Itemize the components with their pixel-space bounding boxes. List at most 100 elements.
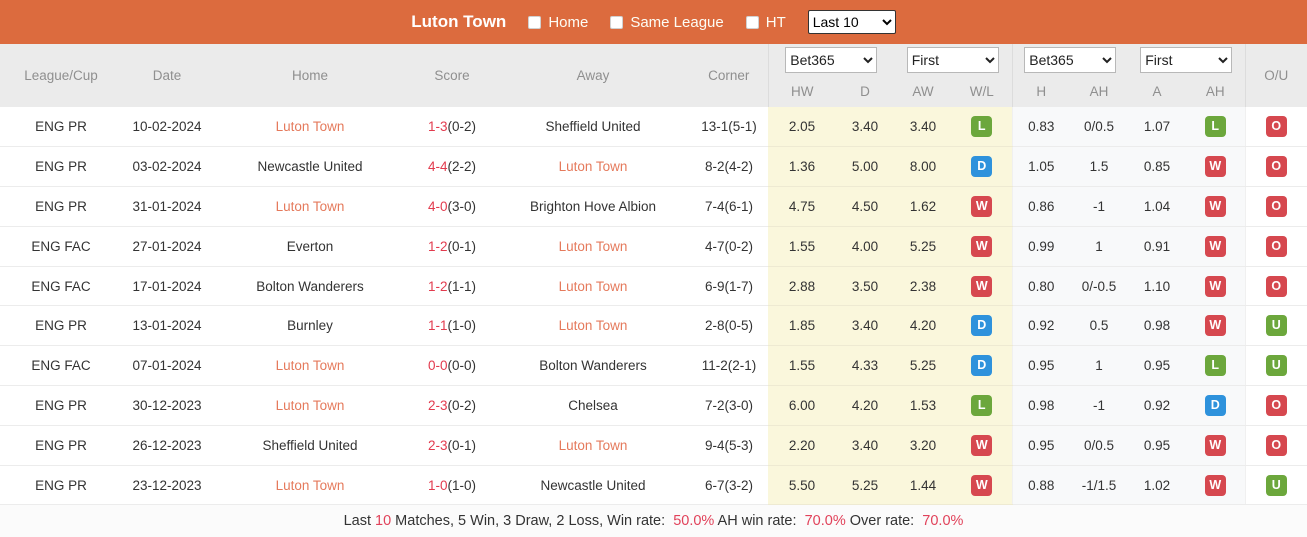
ah-home-odds-cell: 0.83	[1011, 107, 1070, 148]
away-team-name[interactable]: Luton Town	[558, 159, 628, 175]
home-team-cell[interactable]: Luton Town	[212, 465, 408, 506]
away-team-name[interactable]: Luton Town	[558, 278, 628, 294]
home-team-cell[interactable]: Bolton Wanderers	[212, 266, 408, 307]
away-team-name[interactable]: Brighton Hove Albion	[529, 198, 657, 214]
home-team-name[interactable]: Luton Town	[275, 477, 345, 493]
home-team-cell[interactable]: Luton Town	[212, 107, 408, 148]
table-row: ENG PR 13-01-2024 Burnley 1-1(1-0) Luton…	[0, 305, 1307, 347]
away-team-cell[interactable]: Chelsea	[496, 385, 690, 426]
date-cell: 07-01-2024	[122, 345, 212, 387]
over-under-badge-cell: O	[1244, 186, 1307, 227]
ah-handicap-cell: -1	[1070, 186, 1128, 227]
draw-odds-cell: 4.33	[836, 345, 894, 387]
result-badge: D	[971, 355, 993, 377]
score-cell: 0-0(0-0)	[408, 345, 496, 387]
away-team-cell[interactable]: Luton Town	[496, 266, 690, 307]
away-team-name[interactable]: Chelsea	[568, 397, 618, 413]
home-team-cell[interactable]: Everton	[212, 226, 408, 267]
away-team-cell[interactable]: Sheffield United	[496, 107, 690, 148]
away-win-odds-cell: 1.62	[894, 186, 952, 227]
home-team-cell[interactable]: Luton Town	[212, 385, 408, 426]
draw-odds-cell: 4.00	[836, 226, 894, 267]
ah-type-select[interactable]: First	[1140, 47, 1233, 73]
league-cell: ENG PR	[0, 385, 122, 426]
away-win-odds-cell: 8.00	[894, 146, 952, 188]
ah-result-badge-cell: W	[1186, 226, 1245, 267]
page-title: Luton Town	[411, 12, 507, 31]
away-team-cell[interactable]: Newcastle United	[496, 465, 690, 506]
table-row: ENG PR 26-12-2023 Sheffield United 2-3(0…	[0, 425, 1307, 466]
away-team-name[interactable]: Bolton Wanderers	[539, 358, 647, 374]
home-team-name[interactable]: Everton	[286, 238, 334, 254]
away-team-name[interactable]: Luton Town	[558, 437, 628, 453]
col-header-aw: AW	[894, 76, 952, 107]
match-range-select[interactable]: Last 10	[807, 10, 896, 34]
home-team-name[interactable]: Luton Town	[275, 397, 345, 413]
odds-provider-select[interactable]: Bet365	[785, 47, 878, 73]
away-team-name[interactable]: Newcastle United	[540, 477, 646, 493]
away-win-odds-cell: 5.25	[894, 345, 952, 387]
home-team-name[interactable]: Luton Town	[275, 119, 345, 135]
away-team-cell[interactable]: Bolton Wanderers	[496, 345, 690, 387]
corner-cell: 8-2(4-2)	[690, 146, 768, 188]
result-badge: W	[971, 195, 993, 217]
table-row: ENG FAC 27-01-2024 Everton 1-2(0-1) Luto…	[0, 226, 1307, 267]
ah-result-badge: W	[1204, 434, 1226, 456]
home-filter-checkbox[interactable]: Home	[528, 14, 588, 31]
halftime-score: (1-0)	[447, 318, 477, 334]
result-badge: D	[971, 156, 993, 178]
over-under-badge-cell: O	[1244, 385, 1307, 426]
home-team-cell[interactable]: Newcastle United	[212, 146, 408, 188]
halftime-score: (0-0)	[447, 358, 477, 374]
home-team-cell[interactable]: Luton Town	[212, 345, 408, 387]
checkbox-label: HT	[765, 13, 786, 31]
away-team-name[interactable]: Luton Town	[558, 238, 628, 254]
checkbox-icon[interactable]	[745, 15, 759, 29]
checkbox-icon[interactable]	[528, 15, 542, 29]
ah-provider-select[interactable]: Bet365	[1024, 47, 1117, 73]
table-row: ENG PR 30-12-2023 Luton Town 2-3(0-2) Ch…	[0, 385, 1307, 426]
ah-result-badge: L	[1204, 355, 1226, 377]
home-team-name[interactable]: Luton Town	[275, 358, 345, 374]
fulltime-score: 2-3	[427, 397, 448, 413]
col-header-wl: W/L	[952, 76, 1012, 107]
col-header-d: D	[836, 76, 894, 107]
table-row: ENG FAC 17-01-2024 Bolton Wanderers 1-2(…	[0, 266, 1307, 307]
home-team-name[interactable]: Newcastle United	[257, 159, 363, 175]
home-team-cell[interactable]: Luton Town	[212, 186, 408, 227]
ah-result-badge: W	[1204, 156, 1226, 178]
checkbox-label: Home	[548, 13, 589, 31]
away-team-cell[interactable]: Luton Town	[496, 226, 690, 267]
odds-provider-cell: Bet365	[767, 44, 894, 76]
home-team-cell[interactable]: Sheffield United	[212, 425, 408, 466]
away-team-name[interactable]: Luton Town	[558, 318, 628, 334]
ah-home-odds-cell: 0.98	[1011, 385, 1070, 426]
away-team-cell[interactable]: Brighton Hove Albion	[496, 186, 690, 227]
home-team-name[interactable]: Bolton Wanderers	[256, 278, 364, 294]
away-team-cell[interactable]: Luton Town	[496, 425, 690, 466]
score-cell: 4-4(2-2)	[408, 146, 496, 188]
ht-filter-checkbox[interactable]: HT	[745, 13, 786, 31]
home-win-odds-cell: 2.20	[768, 425, 836, 466]
table-row: ENG PR 03-02-2024 Newcastle United 4-4(2…	[0, 146, 1307, 188]
away-team-cell[interactable]: Luton Town	[496, 146, 690, 188]
halftime-score: (0-2)	[447, 397, 477, 413]
home-team-name[interactable]: Burnley	[287, 318, 333, 334]
home-team-name[interactable]: Sheffield United	[262, 437, 358, 453]
over-under-badge: O	[1265, 195, 1287, 217]
home-team-cell[interactable]: Burnley	[212, 305, 408, 347]
same-league-filter-checkbox[interactable]: Same League	[610, 14, 724, 31]
away-team-name[interactable]: Sheffield United	[545, 119, 641, 135]
fulltime-score: 1-0	[427, 477, 448, 493]
ah-result-badge: W	[1204, 315, 1226, 337]
odds-type-select[interactable]: First	[906, 47, 999, 73]
corner-cell: 4-7(0-2)	[690, 226, 768, 267]
checkbox-icon[interactable]	[610, 15, 624, 29]
draw-odds-cell: 4.20	[836, 385, 894, 426]
halftime-score: (1-1)	[447, 278, 477, 294]
over-under-badge-cell: O	[1244, 146, 1307, 188]
away-team-cell[interactable]: Luton Town	[496, 305, 690, 347]
league-cell: ENG FAC	[0, 226, 122, 267]
home-team-name[interactable]: Luton Town	[275, 198, 345, 214]
date-cell: 10-02-2024	[122, 107, 212, 148]
